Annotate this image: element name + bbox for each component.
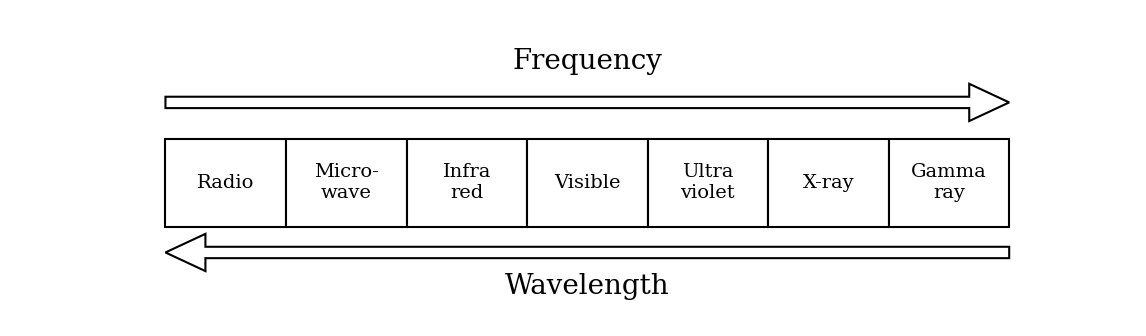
Text: Frequency: Frequency	[512, 47, 662, 75]
Bar	[286, 139, 407, 226]
Text: Gamma
ray: Gamma ray	[911, 163, 987, 202]
Text: Wavelength: Wavelength	[505, 272, 669, 300]
Bar	[165, 139, 286, 226]
Text: Ultra
violet: Ultra violet	[681, 163, 736, 202]
Text: Visible: Visible	[554, 174, 621, 192]
Text: X-ray: X-ray	[802, 174, 854, 192]
Text: Radio: Radio	[197, 174, 254, 192]
Polygon shape	[165, 84, 1010, 121]
Bar	[768, 139, 888, 226]
Polygon shape	[165, 234, 1010, 271]
Text: Infra
red: Infra red	[442, 163, 490, 202]
Bar	[407, 139, 527, 226]
Bar	[888, 139, 1010, 226]
Bar	[527, 139, 647, 226]
Bar	[647, 139, 768, 226]
Text: Micro-
wave: Micro- wave	[314, 163, 378, 202]
